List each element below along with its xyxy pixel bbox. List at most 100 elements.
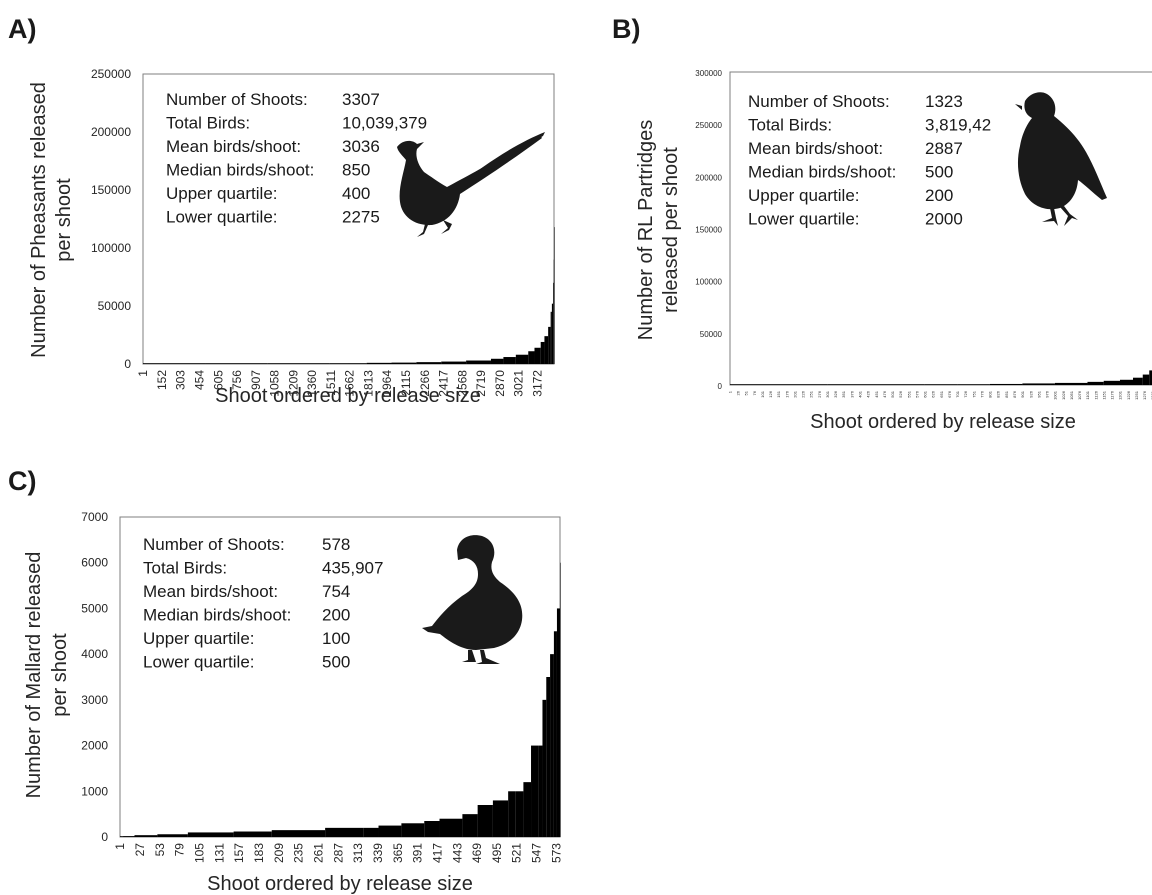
x-tick-label: 1026 (1061, 390, 1066, 400)
x-tick-label: 101 (760, 390, 765, 397)
bar-series (730, 370, 1152, 385)
x-tick-label: 726 (963, 390, 968, 397)
bar (540, 341, 545, 364)
bar (560, 562, 561, 837)
x-tick-label: 401 (858, 390, 863, 397)
bar (538, 745, 543, 837)
y-tick-label: 300000 (695, 69, 722, 78)
x-tick-label: 776 (979, 390, 984, 397)
x-tick-label: 2870 (493, 370, 507, 397)
bar (551, 303, 554, 364)
x-tick-label: 339 (371, 843, 385, 863)
bar (1133, 377, 1143, 385)
x-tick-label: 1058 (268, 370, 282, 397)
x-tick-label: 1251 (1134, 390, 1139, 400)
x-tick-label: 576 (914, 390, 919, 397)
x-tick-label: 76 (752, 390, 757, 395)
stat-label: Lower quartile: (166, 208, 278, 227)
x-tick-label: 426 (866, 390, 871, 397)
y-tick-label: 150000 (91, 183, 131, 197)
bar (553, 282, 554, 364)
x-tick-label: 2266 (418, 370, 432, 397)
bar (462, 814, 478, 837)
x-tick-label: 251 (809, 390, 814, 397)
x-tick-label: 157 (232, 843, 246, 863)
bar (553, 631, 557, 837)
x-tick-label: 876 (1012, 390, 1017, 397)
y-tick-label: 200000 (695, 173, 722, 182)
x-tick-label: 701 (955, 390, 960, 397)
stat-value: 2887 (925, 139, 963, 158)
x-tick-label: 926 (1028, 390, 1033, 397)
bar (187, 832, 234, 837)
bar (233, 831, 272, 837)
x-axis-label: Shoot ordered by release size (810, 411, 1076, 433)
pheasant-silhouette (397, 132, 545, 237)
stats-box: Number of Shoots: 3307 Total Birds: 10,039,… (166, 90, 427, 227)
bar (550, 311, 552, 364)
bar (1149, 370, 1152, 385)
stat-value: 500 (322, 653, 350, 672)
x-tick-label: 53 (153, 843, 167, 857)
x-tick-label: 1076 (1077, 390, 1082, 400)
pheasant-release-chart: 0 50000 100000 150000 200000 250000 1 152 303 45… (28, 67, 555, 407)
stats-box: Number of Shoots: 578 Total Birds: 435,907 M… (143, 535, 383, 672)
bar (531, 745, 539, 837)
y-tick-label: 2000 (81, 739, 108, 753)
bar (123, 836, 135, 837)
y-tick-labels: 0 50000 100000 150000 200000 250000 300000 (695, 69, 722, 391)
bar (528, 351, 535, 364)
bar-series (143, 227, 555, 364)
bar (134, 835, 158, 837)
y-axis-label: Number of Pheasants released (28, 82, 50, 358)
stat-label: Median birds/shoot: (748, 163, 896, 182)
y-tick-label: 5000 (81, 601, 108, 615)
bar (924, 384, 958, 385)
x-tick-label: 526 (898, 390, 903, 397)
bar (416, 362, 442, 364)
stat-label: Upper quartile: (166, 184, 278, 203)
stat-label: Mean birds/shoot: (166, 137, 301, 156)
bar (439, 818, 463, 837)
x-tick-label: 276 (817, 390, 822, 397)
y-tick-label: 4000 (81, 647, 108, 661)
bar (1103, 380, 1120, 385)
x-tick-label: 1511 (324, 370, 338, 396)
plot-area (142, 73, 555, 365)
bar (477, 805, 493, 837)
bar (325, 827, 364, 837)
x-tick-label: 676 (947, 390, 952, 397)
x-tick-label: 391 (411, 843, 425, 863)
x-tick-label: 476 (882, 390, 887, 397)
x-tick-label: 226 (801, 390, 806, 397)
bar-series (120, 562, 561, 837)
bar (827, 384, 925, 385)
x-tick-label: 183 (252, 843, 266, 863)
y-axis-label: Number of Mallard released (23, 552, 45, 799)
stat-label: Median birds/shoot: (143, 606, 291, 625)
bar (441, 361, 467, 364)
x-tick-label: 287 (331, 843, 345, 863)
stat-value: 3,819,42 (925, 116, 991, 135)
bar (957, 384, 990, 385)
x-tick-label: 2568 (455, 370, 469, 397)
stat-value: 10,039,379 (342, 114, 427, 133)
bar (424, 821, 440, 837)
y-tick-label: 250000 (695, 121, 722, 130)
y-tick-label: 50000 (700, 330, 723, 339)
x-tick-label: 1813 (361, 370, 375, 397)
x-tick-label: 105 (193, 843, 207, 863)
stat-value: 1323 (925, 92, 963, 111)
x-tick-label: 1964 (380, 370, 394, 397)
bar (391, 362, 417, 364)
x-tick-label: 235 (292, 843, 306, 863)
x-tick-label: 901 (1020, 390, 1025, 397)
x-tick-label: 551 (906, 390, 911, 397)
bar (401, 823, 425, 837)
bar (544, 336, 549, 364)
y-tick-labels: 0 50000 100000 150000 200000 250000 (91, 67, 131, 371)
bar (1022, 383, 1055, 385)
x-tick-label: 2115 (399, 370, 413, 396)
bar (550, 654, 554, 837)
